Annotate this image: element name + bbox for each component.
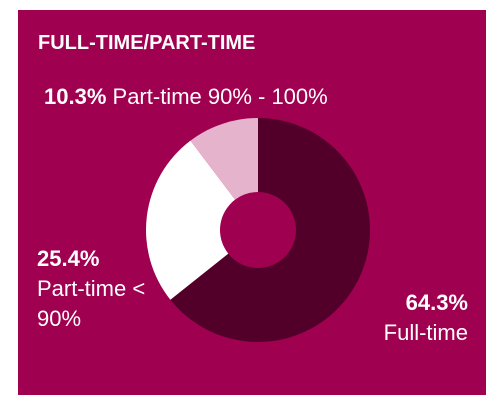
slice-label: 64.3% Full-time <box>328 288 468 348</box>
value-label: 10.3% <box>44 84 107 109</box>
donut-slice <box>145 140 236 300</box>
value-label: 64.3% <box>405 290 468 315</box>
category-label: Full-time <box>383 320 468 345</box>
slice-label: 25.4% Part-time < 90% <box>37 244 157 334</box>
chart-panel: FULL-TIME/PART-TIME 64.3% Full-time 25.4% P… <box>18 10 486 395</box>
donut-chart <box>145 118 370 342</box>
slice-label: 10.3% Part-time 90% - 100% <box>44 82 328 112</box>
value-label: 25.4% <box>37 246 100 271</box>
chart-title: FULL-TIME/PART-TIME <box>38 32 256 54</box>
category-label: Part-time 90% - 100% <box>112 84 328 109</box>
donut-slice <box>170 118 370 342</box>
donut-slice <box>190 118 258 200</box>
category-label: Part-time < 90% <box>37 276 146 331</box>
